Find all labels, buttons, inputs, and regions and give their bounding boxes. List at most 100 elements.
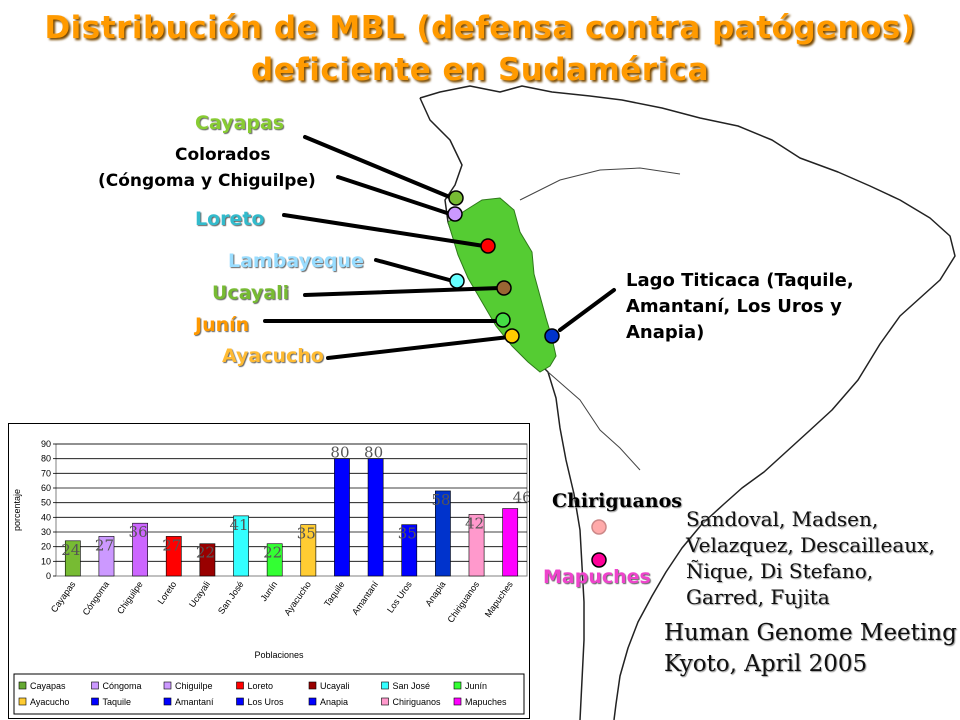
bar [233,515,249,577]
value-label: 22 [263,544,282,562]
legend-swatch [163,697,172,706]
category-label: Chiguilpe [115,579,145,615]
marker-ayacucho [504,328,520,344]
legend-entry: Los Uros [248,697,285,707]
value-labels: 24 27 36 27 22 41 22 35 80 80 35 58 42 46 [61,444,529,562]
continent-outline [419,85,956,720]
bar [435,490,451,577]
category-label: Junín [258,579,279,603]
marker-loreto [480,238,496,254]
marker-colorados [447,206,463,222]
legend-entry: San José [393,681,431,691]
legend-swatch [236,681,244,690]
y-tick-label: 50 [41,498,51,508]
y-tick-label: 0 [46,571,51,581]
x-axis-title: Poblaciones [254,650,304,660]
category-label: Taquile [322,579,347,608]
bar [98,536,115,577]
authors-credit: Sandoval, Madsen, Velazquez, Descailleau… [686,507,935,609]
bar [165,536,182,577]
bar [367,458,384,577]
category-labels: Cayapas Cóngoma Chiguilpe Loreto Ucayali San … [49,579,515,624]
marker-junin [495,312,511,328]
bar [64,540,81,577]
category-label: Ucayali [187,579,212,609]
category-label: Chiriguanos [445,579,481,624]
bar [266,543,283,577]
value-label: 24 [61,541,80,559]
value-label: 35 [297,525,316,543]
label-cayapas: Cayapas [195,112,285,134]
label-ayacucho: Ayacucho [222,345,324,367]
value-label: 36 [129,523,148,541]
label-colorados: Colorados [175,145,271,165]
value-label: 46 [513,489,529,507]
category-label: Cóngoma [81,579,112,617]
label-chiriguanos: Chiriguanos [552,490,682,512]
y-tick-label: 90 [41,439,51,449]
legend-entry: Anapia [320,697,348,707]
legend-swatch [18,681,27,690]
label-loreto: Loreto [195,208,265,230]
legend-entry: Junín [465,681,487,691]
legend: Cayapas Cóngoma Chiguilpe Loreto Ucayali San … [18,681,507,707]
y-tick-label: 40 [41,512,51,522]
legend-swatch [91,697,99,706]
legend-entry: Loreto [248,681,274,691]
y-tick-label: 20 [41,542,51,552]
y-tick-label: 80 [41,454,51,464]
category-label: Mapuches [483,579,515,619]
legend-entry: Ayacucho [30,697,69,707]
label-ucayali: Ucayali [212,282,290,304]
bars [64,458,519,577]
title-line-2: deficiente en Sudamérica [251,52,709,88]
marker-lambayeque [449,273,465,289]
legend-swatch [18,697,27,706]
inner-border-2 [547,371,641,471]
value-label: 27 [95,536,114,554]
marker-titicaca [544,328,560,344]
label-titicaca: Lago Titicaca (Taquile, Amantaní, Los Ur… [626,270,854,343]
marker-mapuches [591,552,607,568]
inner-border-1 [519,167,681,201]
legend-swatch [381,681,389,690]
legend-entry: Chiguilpe [175,681,213,691]
category-label: Amantaní [350,579,381,617]
legend-swatch [453,681,462,690]
bar [334,458,350,577]
value-label: 35 [398,525,417,543]
value-label: 80 [364,444,383,462]
y-tick-label: 30 [41,527,51,537]
bar [132,522,148,577]
y-tick-label: 60 [41,483,51,493]
legend-swatch [308,697,317,706]
category-label: Ayacucho [282,579,313,617]
bar [468,514,485,577]
value-label: 27 [162,536,181,554]
plot-area [55,443,528,577]
legend-entry: Mapuches [465,697,507,707]
legend-swatch [308,681,317,690]
value-label: 22 [196,544,215,562]
bar [502,508,519,577]
bar [199,543,216,577]
legend-entry: Amantaní [175,697,214,707]
legend-swatch [236,697,244,706]
title-line-1: Distribución de MBL (defensa contra pató… [44,10,916,46]
y-tick-label: 10 [41,556,51,566]
bar [300,524,317,577]
legend-entry: Taquile [103,697,132,707]
value-label: 58 [431,491,450,509]
category-label: Cayapas [49,579,78,614]
label-mapuches: Mapuches [543,566,651,588]
value-label: 42 [465,514,484,532]
legend-swatch [91,681,99,690]
marker-ucayali [496,280,512,296]
meeting-credit: Human Genome Meeting Kyoto, April 2005 [664,620,957,677]
y-axis-title: porcentaje [12,489,22,531]
value-label: 80 [330,444,349,462]
legend-swatch [453,697,462,706]
y-tick-label: 70 [41,468,51,478]
label-junin: Junín [195,314,250,336]
